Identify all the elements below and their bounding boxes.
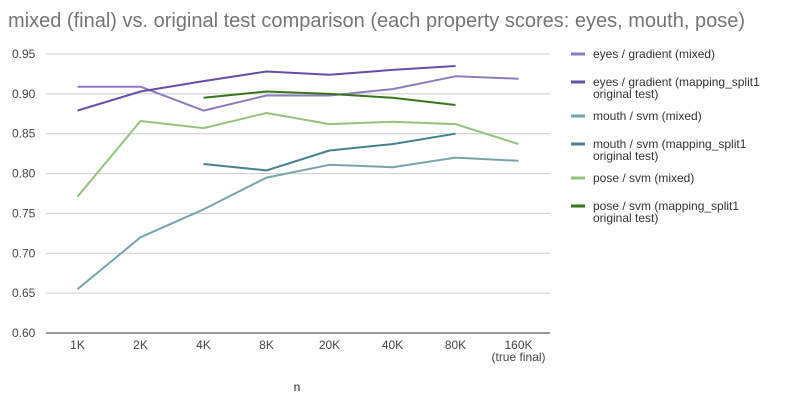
legend-label: original test) [593, 149, 658, 163]
legend-label: pose / svm (mixed) [593, 171, 694, 185]
y-tick-label: 0.60 [12, 326, 36, 340]
legend-label: eyes / gradient (mixed) [593, 47, 715, 61]
series-line-6 [203, 90, 456, 106]
x-tick-label: 160K [504, 338, 532, 352]
x-tick-label: 8K [259, 338, 274, 352]
legend-label: eyes / gradient (mapping_split1 [593, 75, 760, 89]
series-line-5 [76, 112, 519, 198]
y-tick-label: 0.95 [12, 47, 36, 61]
x-tick-label: 2K [133, 338, 148, 352]
x-tick-label: 40K [382, 338, 403, 352]
y-tick-label: 0.65 [12, 286, 36, 300]
x-tick-label: 1K [70, 338, 85, 352]
legend-label: mouth / svm (mixed) [593, 109, 702, 123]
legend-label: original test) [593, 211, 658, 225]
x-tick-label: (true final) [491, 350, 545, 364]
x-tick-label: 20K [319, 338, 340, 352]
series-line-2 [77, 65, 456, 112]
series-line-4 [203, 132, 456, 172]
y-tick-label: 0.85 [12, 127, 36, 141]
y-tick-label: 0.90 [12, 87, 36, 101]
series-line-3 [76, 156, 519, 290]
x-tick-label: 80K [445, 338, 466, 352]
y-tick-label: 0.70 [12, 246, 36, 260]
x-axis-title: n [294, 380, 301, 394]
x-tick-label: 4K [196, 338, 211, 352]
y-tick-label: 0.80 [12, 167, 36, 181]
legend-label: mouth / svm (mapping_split1 [593, 137, 747, 151]
legend-label: pose / svm (mapping_split1 [593, 199, 739, 213]
chart-title: mixed (final) vs. original test comparis… [8, 10, 745, 32]
y-tick-label: 0.75 [12, 206, 36, 220]
legend-label: original test) [593, 87, 658, 101]
